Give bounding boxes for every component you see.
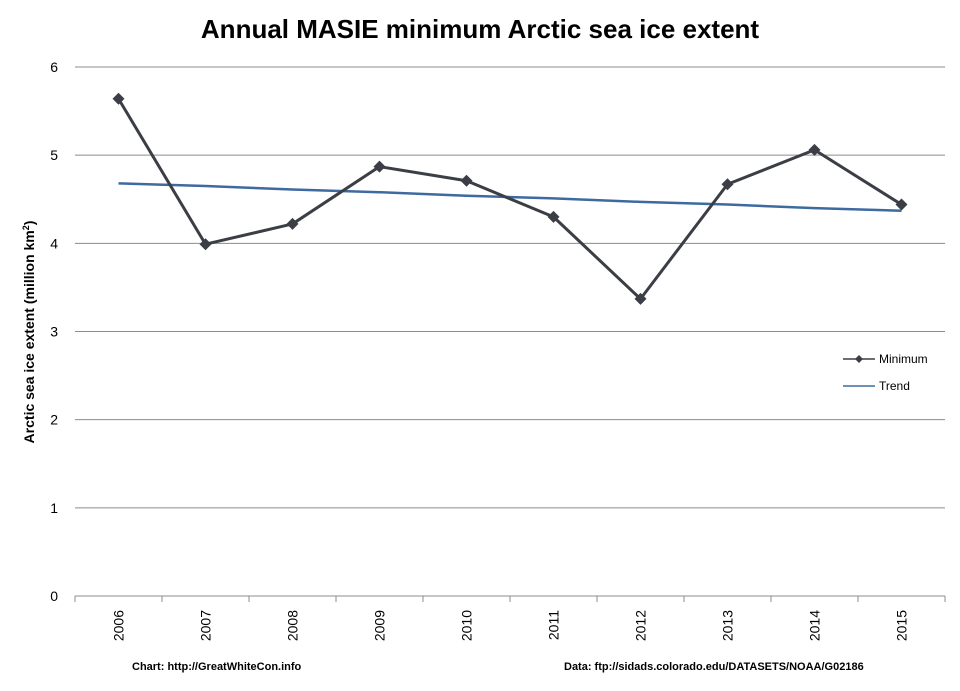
y-tick-label: 1: [50, 500, 58, 516]
y-axis-label: Arctic sea ice extent (million km2): [21, 221, 37, 444]
x-tick-labels: 2006 2007 2008 2009 2010 2011 2012 2013 2014 2015: [74, 596, 946, 641]
legend-trend-label: Trend: [879, 379, 910, 393]
y-tick-label: 6: [50, 59, 58, 75]
y-tick-label: 2: [50, 412, 58, 428]
legend: Minimum Trend: [843, 352, 928, 393]
y-tick-label: 0: [50, 588, 58, 604]
data-point-minimum-2010: [460, 174, 473, 187]
series-line-trend: [118, 182, 902, 212]
gridlines: [75, 66, 945, 597]
series-line-minimum: [117, 97, 903, 301]
footer-data-source: Data: ftp://sidads.colorado.edu/DATASETS…: [564, 661, 864, 673]
x-tick-label: 2014: [807, 610, 823, 641]
data-point-minimum-2014: [808, 143, 821, 156]
data-point-minimum-2013: [721, 178, 734, 191]
y-tick-labels: 0 1 2 3 4 5 6: [50, 59, 58, 604]
y-tick-label: 3: [50, 324, 58, 340]
data-point-minimum-2011: [547, 210, 560, 223]
data-point-minimum-2009: [373, 160, 386, 173]
x-tick-label: 2009: [372, 610, 388, 641]
footer-chart-source: Chart: http://GreatWhiteCon.info: [132, 661, 302, 673]
data-point-minimum-2007: [199, 238, 212, 251]
x-tick-label: 2008: [285, 610, 301, 641]
x-tick-label: 2013: [720, 610, 736, 641]
x-tick-label: 2015: [894, 610, 910, 641]
chart-title: Annual MASIE minimum Arctic sea ice exte…: [201, 14, 760, 44]
series-layer: [112, 92, 908, 305]
legend-minimum-label: Minimum: [879, 352, 928, 366]
x-tick-label: 2012: [633, 610, 649, 641]
data-point-minimum-2015: [895, 198, 908, 211]
data-point-minimum-2006: [112, 92, 125, 105]
legend-minimum-marker: [855, 355, 863, 363]
y-tick-label: 5: [50, 147, 58, 163]
x-tick-label: 2006: [111, 610, 127, 641]
data-point-minimum-2012: [634, 292, 647, 305]
x-tick-label: 2007: [198, 610, 214, 641]
data-point-minimum-2008: [286, 217, 299, 230]
x-tick-label: 2011: [546, 610, 562, 640]
y-tick-label: 4: [50, 235, 58, 251]
x-tick-label: 2010: [459, 610, 475, 641]
